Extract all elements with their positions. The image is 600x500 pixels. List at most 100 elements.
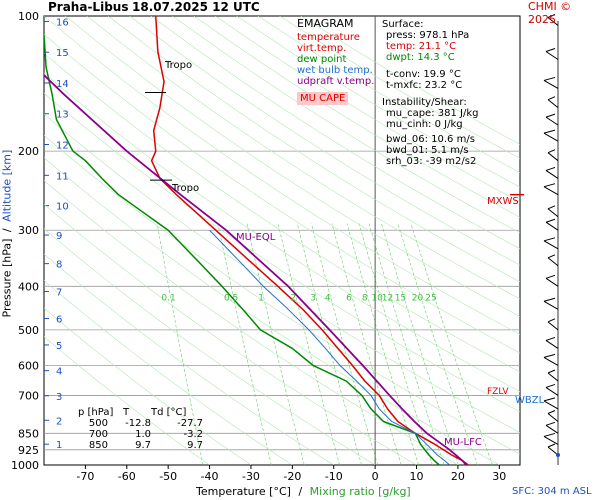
legend-mu-cape: MU CAPE <box>297 92 349 105</box>
mixing-ratio-label: 25 <box>425 293 436 303</box>
mixing-ratio-line <box>346 223 419 465</box>
altitude-tick-label: 15 <box>56 48 69 59</box>
legend: EMAGRAM temperature virt.temp. dew point… <box>297 18 374 105</box>
mixing-ratio-label: 3 <box>310 293 316 303</box>
levels-table: p [hPa] T Td [°C] 500 -12.8 -27.7 700 1.… <box>70 407 203 451</box>
wind-barb-flag <box>543 129 556 134</box>
legend-title: EMAGRAM <box>297 17 354 30</box>
dry-adiabat <box>129 16 520 266</box>
bwd06-value: bwd_06: 10.6 m/s <box>386 134 475 145</box>
sfc-note: SFC: 304 m ASL <box>512 486 592 497</box>
mixing-ratio-label: 10 <box>371 293 383 303</box>
wind-barb-flag <box>547 96 556 101</box>
temp-tick-label: 30 <box>492 470 506 483</box>
mixing-ratio-label: 0.5 <box>224 293 238 303</box>
mixing-ratio-line <box>311 223 378 465</box>
dry-adiabat <box>150 16 520 250</box>
mixing-ratio-label: 8 <box>362 293 368 303</box>
surface-title: Surface: <box>382 19 424 30</box>
dry-adiabat <box>44 228 376 465</box>
t-conv: t-conv: 19.9 °C <box>386 69 461 80</box>
wind-barb <box>543 80 559 89</box>
wind-barb <box>545 221 559 231</box>
x-axis-separator: / <box>298 485 303 498</box>
series-temperature <box>150 16 469 465</box>
temp-tick-label: 0 <box>372 470 379 483</box>
wind-barb <box>543 186 559 196</box>
wind-barb-flag <box>545 383 556 388</box>
pressure-tick-label: 500 <box>18 324 39 337</box>
altitude-tick-label: 5 <box>56 341 62 352</box>
altitude-tick-label: 11 <box>56 171 69 182</box>
altitude-tick-label: 9 <box>56 231 62 242</box>
mixing-ratio-label: 2 <box>290 293 296 303</box>
wind-barb <box>547 321 559 331</box>
info-panel: Surface: press: 978.1 hPa temp: 21.1 °C … <box>382 19 478 167</box>
mu-lfc-label: MU-LFC <box>444 437 482 448</box>
instability-title: Instability/Shear: <box>382 97 467 108</box>
wind-barb-flag <box>545 274 556 279</box>
mixing-ratio-line <box>217 223 272 465</box>
temp-tick-label: 10 <box>410 470 424 483</box>
temp-tick-label: 20 <box>451 470 465 483</box>
wind-barb-flag <box>547 149 556 154</box>
mixing-ratio-line <box>296 223 362 465</box>
mixing-ratio-line <box>397 223 478 465</box>
table-cell: 700 <box>88 429 108 440</box>
wind-barb-flag <box>547 14 556 18</box>
pressure-tick-label: 1000 <box>11 459 39 472</box>
wind-barb <box>543 300 559 310</box>
mixing-ratio-label: 1 <box>258 293 264 303</box>
surface-dwpt: dwpt: 14.3 °C <box>386 52 455 63</box>
wind-barb <box>545 424 559 434</box>
dry-adiabat <box>108 16 520 283</box>
fzlv-label: FZLV <box>487 387 509 397</box>
pressure-tick-label: 600 <box>18 359 39 372</box>
wind-barb <box>547 99 559 109</box>
mixing-ratio-line <box>381 223 459 465</box>
table-header-td: Td [°C] <box>151 407 187 418</box>
wind-barb <box>545 340 559 349</box>
mixing-ratio-line <box>277 223 340 465</box>
wbzl-label: WBZL <box>515 395 545 406</box>
dry-adiabat <box>44 53 520 373</box>
table-header-p: p [hPa] <box>78 407 114 418</box>
dry-adiabat <box>44 92 520 413</box>
table-row: 850 9.7 9.7 <box>70 440 203 451</box>
altitude-tick-label: 1 <box>56 440 62 451</box>
mixing-ratio-line <box>331 223 402 465</box>
y-axis-title: Pressure [hPa] / Altitude [km] <box>0 150 14 318</box>
dry-adiabat <box>65 16 520 317</box>
temp-tick-label: -60 <box>118 470 136 483</box>
dry-adiabat <box>86 16 520 300</box>
wind-barb <box>543 356 559 366</box>
dry-adiabat <box>44 253 334 465</box>
legend-updraft: udpraft v.temp. <box>297 76 375 87</box>
wind-barb-flag <box>543 432 556 437</box>
dry-adiabat <box>193 16 520 218</box>
plot-frame <box>43 15 521 466</box>
pressure-tick-label: 850 <box>18 427 39 440</box>
x-axis-mix-label: Mixing ratio [g/kg] <box>309 485 411 498</box>
mixing-ratio-line <box>156 223 204 465</box>
dry-adiabat <box>44 33 520 354</box>
temp-tick-label: -70 <box>76 470 94 483</box>
series-dew-point <box>44 34 440 465</box>
temp-tick-label: -30 <box>242 470 260 483</box>
surface-temp: temp: 21.1 °C <box>386 41 457 52</box>
altitude-tick-label: 6 <box>56 315 62 326</box>
y-axis-separator: / <box>0 228 14 233</box>
wind-barb <box>547 208 559 218</box>
table-row: 500 -12.8 -27.7 <box>70 418 203 429</box>
y-axis-pressure-label: Pressure [hPa] <box>0 238 14 318</box>
dry-adiabat <box>172 16 520 234</box>
wind-barb <box>543 240 559 250</box>
pressure-tick-label: 100 <box>18 10 39 23</box>
table-row: 700 1.0 -3.2 <box>70 429 203 440</box>
t-mxfc: t-mxfc: 23.2 °C <box>386 80 463 91</box>
table-cell: -12.8 <box>125 418 151 429</box>
table-cell: -3.2 <box>183 429 203 440</box>
wind-barb <box>545 51 559 60</box>
altitude-tick-label: 3 <box>56 392 62 403</box>
